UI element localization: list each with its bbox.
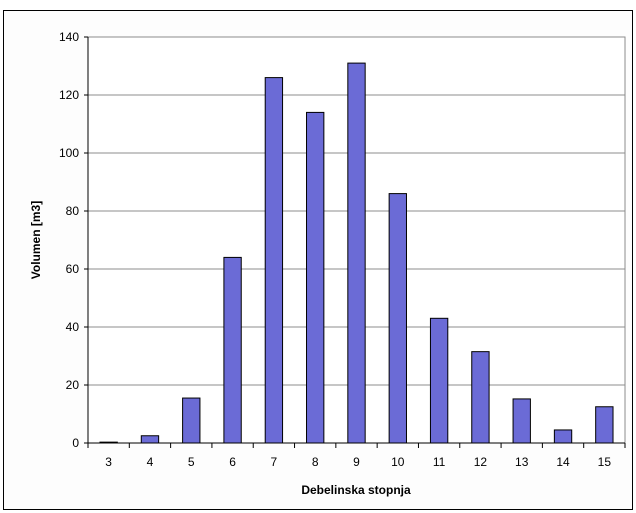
bars <box>99 62 614 444</box>
x-tick-labels: 3 4 5 6 7 8 9 10 11 12 13 14 15 <box>87 443 626 469</box>
y-axis-title: Volumen [m3] <box>29 201 43 279</box>
x-tick-label-6: 6 <box>229 455 236 469</box>
x-tick-label-4: 4 <box>147 455 154 469</box>
y-tick-label: 40 <box>66 320 80 334</box>
y-tick-labels: 0 20 40 60 80 100 120 140 <box>59 30 88 450</box>
y-tick-label: 100 <box>59 146 79 160</box>
y-tick-label: 120 <box>59 88 79 102</box>
x-tick-label-7: 7 <box>271 455 278 469</box>
x-tick-label-15: 15 <box>598 455 612 469</box>
bar-5 <box>182 397 201 444</box>
y-tick-label: 60 <box>66 262 80 276</box>
y-tick-label: 140 <box>59 30 79 44</box>
x-tick-label-13: 13 <box>515 455 529 469</box>
y-tick-label: 80 <box>66 204 80 218</box>
bar-15 <box>595 406 614 444</box>
y-tick-label: 0 <box>72 436 79 450</box>
bar-6 <box>223 256 242 444</box>
bar-8 <box>306 111 325 444</box>
x-tick-label-9: 9 <box>353 455 360 469</box>
x-tick-label-8: 8 <box>312 455 319 469</box>
bar-13 <box>512 398 531 444</box>
x-tick-label-10: 10 <box>391 455 405 469</box>
bar-14 <box>553 429 573 444</box>
x-tick-label-12: 12 <box>474 455 488 469</box>
y-tick-label: 20 <box>66 378 80 392</box>
x-tick-label-14: 14 <box>556 455 570 469</box>
bar-12 <box>471 351 490 444</box>
bar-4 <box>140 435 160 444</box>
x-tick-label-5: 5 <box>188 455 195 469</box>
bar-7 <box>264 77 284 444</box>
axes <box>87 37 625 444</box>
bar-11 <box>429 317 449 444</box>
bar-10 <box>388 193 407 444</box>
bar-9 <box>347 62 366 444</box>
x-tick-label-11: 11 <box>433 455 446 469</box>
x-axis-title: Debelinska stopnja <box>301 483 411 497</box>
x-tick-label-3: 3 <box>105 455 112 469</box>
